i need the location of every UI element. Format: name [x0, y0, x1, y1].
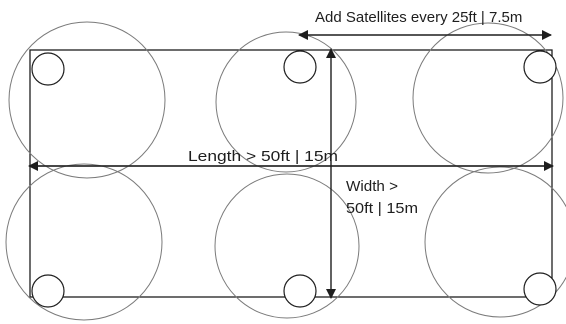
satellite-bottom-right	[523, 272, 557, 306]
length-label: Length > 50ft | 15m	[188, 148, 338, 165]
satellite-top-right	[523, 50, 557, 84]
satellite-top-center	[283, 50, 317, 84]
width-label-line1: Width >	[346, 178, 398, 195]
satellite-top-left	[31, 52, 65, 86]
width-label-line2: 50ft | 15m	[346, 200, 418, 217]
coverage-zone-bottom-center	[214, 173, 360, 319]
coverage-zones	[5, 21, 566, 321]
satellite-bottom-center	[283, 274, 317, 308]
spacing-label: Add Satellites every 25ft | 7.5m	[315, 9, 522, 26]
satellites	[31, 50, 557, 308]
coverage-zone-top-center	[215, 31, 357, 173]
room-outline	[29, 49, 553, 298]
satellite-bottom-left	[31, 274, 65, 308]
coverage-zone-top-left	[8, 21, 166, 179]
coverage-zone-top-right	[412, 22, 564, 174]
